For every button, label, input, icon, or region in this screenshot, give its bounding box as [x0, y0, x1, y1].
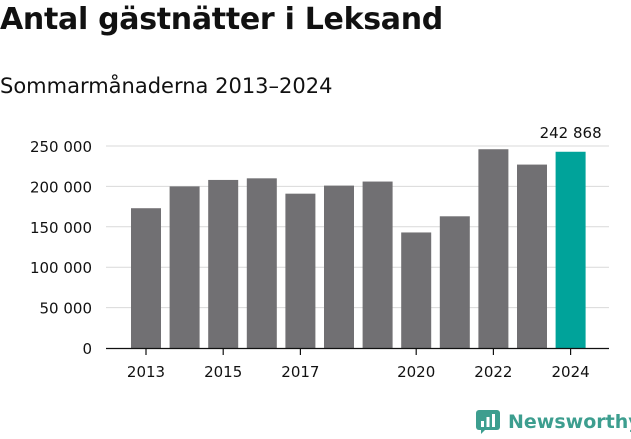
- bar-2019: [362, 181, 393, 348]
- y-tick-label: 0: [82, 340, 92, 358]
- bar-2014: [169, 186, 200, 348]
- y-tick-label: 100 000: [30, 259, 92, 277]
- y-tick-label: 250 000: [30, 138, 92, 156]
- x-tick-label: 2024: [552, 363, 590, 381]
- bar-2017: [285, 193, 316, 348]
- bar-2023: [517, 164, 547, 348]
- bar-2022: [478, 149, 509, 348]
- y-tick-label: 200 000: [30, 178, 92, 196]
- bar-2021: [439, 216, 470, 348]
- x-tick-label: 2022: [474, 363, 512, 381]
- bar-2018: [324, 185, 354, 348]
- brand-name: Newsworthy: [508, 411, 631, 433]
- x-axis: 2013 2015 2017 2020 2022 2024: [106, 347, 609, 381]
- newsworthy-logo-icon: [476, 410, 500, 434]
- chart-subtitle: Sommarmånaderna 2013–2024: [0, 74, 333, 98]
- newsworthy-brand: Newsworthy: [475, 406, 631, 438]
- bars: [131, 149, 586, 348]
- bar-2024: [555, 151, 586, 348]
- x-tick-label: 2017: [281, 363, 319, 381]
- chart-title: Antal gästnätter i Leksand: [0, 2, 443, 37]
- highlight-value-label: 242 868: [540, 124, 602, 142]
- y-axis-labels: 0 50 000 100 000 150 000 200 000 250 000: [30, 138, 92, 358]
- y-tick-label: 150 000: [30, 219, 92, 237]
- y-tick-label: 50 000: [40, 300, 93, 318]
- bar-2013: [131, 208, 161, 348]
- x-tick-label: 2015: [204, 363, 242, 381]
- x-tick-label: 2020: [397, 363, 435, 381]
- bar-2020: [401, 232, 432, 348]
- annotations: 242 868: [540, 124, 602, 142]
- x-tick-label: 2013: [127, 363, 165, 381]
- bar-2015: [208, 179, 239, 348]
- bar-2016: [246, 178, 277, 348]
